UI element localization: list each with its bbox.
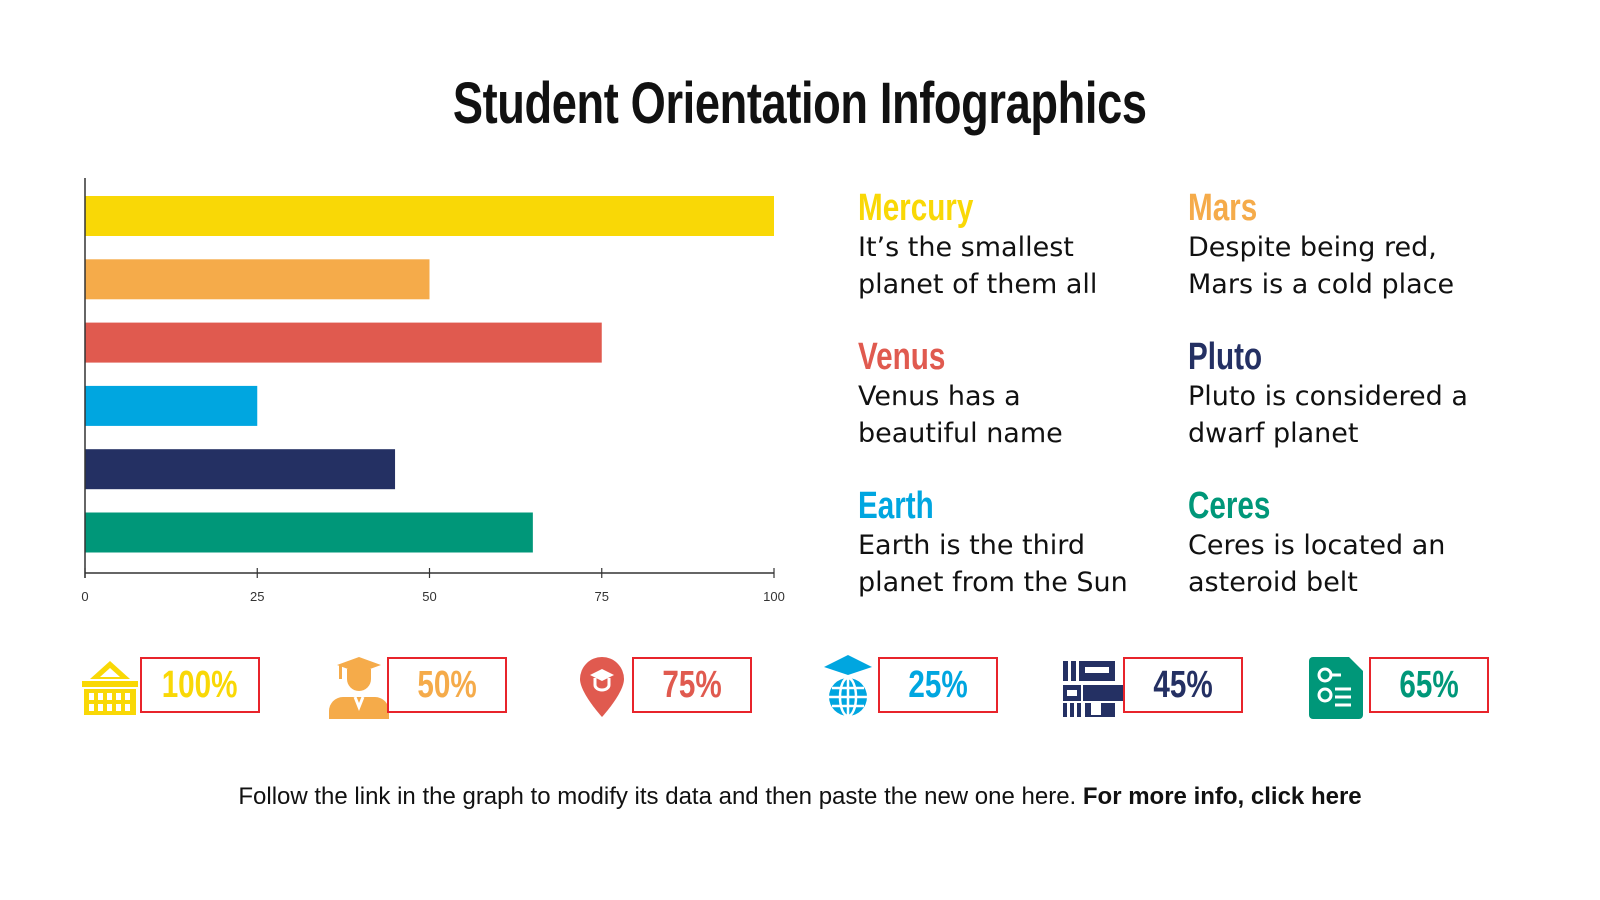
legend-desc: Despite being red, Mars is a cold place (1188, 232, 1455, 300)
x-tick-label: 50 (422, 589, 436, 604)
legend-item-mars: Mars Despite being red, Mars is a cold pl… (1188, 186, 1508, 303)
stat-box: 45% (1123, 657, 1243, 713)
legend-item-earth: Earth Earth is the third planet from the … (858, 484, 1178, 601)
legend-name: Venus (858, 336, 946, 378)
globe-graduation-cap-icon (824, 655, 872, 718)
more-info-link[interactable]: For more info, click here (1082, 783, 1362, 810)
legend-desc: Venus has a beautiful name (858, 381, 1063, 449)
legend-item-ceres: Ceres Ceres is located an asteroid belt (1188, 484, 1508, 601)
x-tick-label: 75 (595, 589, 609, 604)
legend-name: Pluto (1188, 336, 1263, 378)
stat-box: 100% (140, 657, 260, 713)
page-title: Student Orientation Infographics (453, 71, 1147, 136)
stat-box: 65% (1369, 657, 1489, 713)
bar-pluto (85, 449, 396, 490)
stat-box: 75% (632, 657, 752, 713)
graduate-student-icon (329, 657, 389, 719)
legend-item-mercury: Mercury It’s the smallest planet of them … (858, 186, 1178, 303)
x-tick-label: 0 (81, 589, 88, 604)
school-building-icon (82, 661, 138, 715)
location-pin-graduation-icon (580, 657, 624, 717)
bar-ceres (85, 512, 533, 553)
bar-mars (85, 259, 430, 300)
legend-item-venus: Venus Venus has a beautiful name (858, 335, 1178, 452)
legend-desc: Pluto is considered a dwarf planet (1188, 381, 1468, 449)
legend-name: Earth (858, 485, 934, 527)
library-books-icon (1063, 661, 1125, 717)
legend-desc: It’s the smallest planet of them all (858, 232, 1098, 300)
bar-earth (85, 385, 258, 426)
stat-box: 25% (878, 657, 998, 713)
bar-chart: 0 25 50 75 100 (81, 178, 785, 604)
x-tick-label: 100 (763, 589, 785, 604)
legend-desc: Earth is the third planet from the Sun (858, 530, 1128, 598)
footer-note: Follow the link in the graph to modify i… (238, 783, 1362, 810)
legend-name: Ceres (1188, 485, 1271, 527)
document-list-icon (1309, 657, 1363, 719)
legend-desc: Ceres is located an asteroid belt (1188, 530, 1446, 598)
legend-name: Mercury (858, 187, 974, 229)
legend-name: Mars (1188, 187, 1258, 229)
bar-mercury (85, 196, 774, 236)
stat-box: 50% (387, 657, 507, 713)
x-tick-label: 25 (250, 589, 264, 604)
legend-item-pluto: Pluto Pluto is considered a dwarf planet (1188, 335, 1508, 452)
bar-venus (85, 322, 602, 363)
